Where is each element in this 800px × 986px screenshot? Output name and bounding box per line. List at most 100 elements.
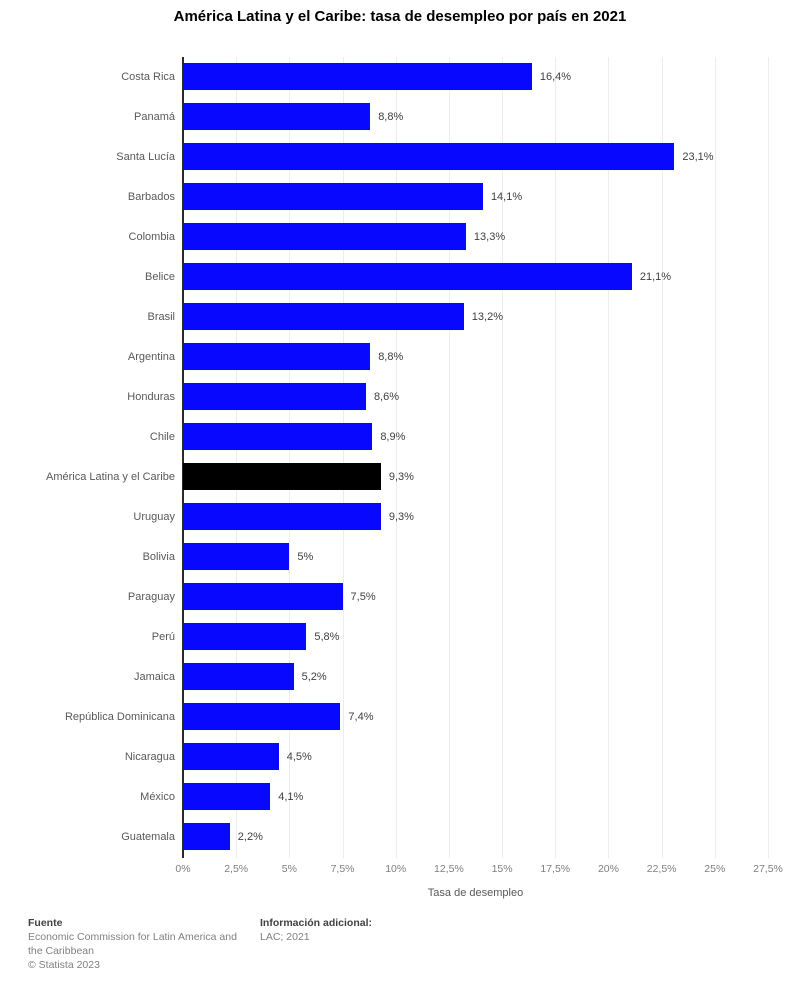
value-label: 2,2% [237,831,263,843]
value-label: 9,3% [388,511,414,523]
value-label: 8,9% [380,431,406,443]
value-label: 4,5% [286,751,312,763]
category-label: México [140,791,175,803]
bar [183,103,371,130]
bar-highlight [183,463,381,490]
category-label: Nicaragua [124,751,175,763]
bar [183,783,271,810]
value-label: 21,1% [639,271,672,283]
value-label: 8,6% [373,391,400,403]
category-label: Argentina [127,351,175,363]
bar [183,343,371,370]
value-label: 7,4% [348,711,374,723]
category-label: Perú [151,631,175,643]
bar-row: Santa Lucía 23,1% [116,137,768,177]
x-tick-label: 17,5% [540,863,571,875]
source-text: Economic Commission for Latin America an… [28,931,237,957]
bar-row: Bolivia 5% [143,537,768,577]
value-label: 13,3% [473,231,506,243]
additional-info-block: Información adicional: LAC; 2021 [260,916,510,944]
gridline [236,57,238,858]
category-label: Uruguay [133,511,175,523]
gridline [448,57,450,858]
category-label: Honduras [127,391,175,403]
gridline [289,57,291,858]
gridline [608,57,610,858]
x-tick-label: 2,5% [224,863,249,875]
bar [183,583,343,610]
bar [183,143,675,170]
x-tick-label: 27,5% [753,863,783,875]
gridline [502,57,504,858]
category-label: Chile [149,431,175,443]
x-tick-label: 10% [385,863,407,875]
bar-row: República Dominicana 7,4% [65,697,768,737]
category-label: Barbados [127,191,175,203]
chart-title: América Latina y el Caribe: tasa de dese… [173,8,627,25]
bar-row: Honduras 8,6% [127,377,768,417]
x-tick-label: 5% [281,863,297,875]
category-label: Jamaica [134,671,175,683]
value-label: 14,1% [490,191,523,203]
bar [183,383,366,410]
x-tick-label: 12,5% [434,863,464,875]
value-label: 5,2% [301,671,327,683]
bar [183,623,307,650]
value-label: 4,1% [278,791,304,803]
gridline [714,57,716,858]
bar-row: Guatemala 2,2% [121,817,768,857]
x-tick-label: 0% [175,863,191,875]
value-label: 13,2% [471,311,503,323]
bar [183,823,230,850]
bar-row: Chile 8,9% [150,417,768,457]
copyright-text: © Statista 2023 [28,959,100,971]
additional-info-text: LAC; 2021 [260,931,310,943]
value-label: 8,8% [378,111,404,123]
value-label: 23,1% [682,151,714,163]
bar [183,743,279,770]
bar-row: Argentina 8,8% [128,337,768,377]
gridline [661,57,663,858]
x-tick-label: 7,5% [330,863,355,875]
bar-row: Perú 5,8% [152,617,768,657]
x-axis-title: Tasa de desempleo [427,887,524,899]
bar [183,543,290,570]
gridline [395,57,397,858]
category-label: Panamá [134,111,175,123]
category-label: Paraguay [127,591,175,603]
source-block: Fuente Economic Commission for Latin Ame… [28,916,248,972]
category-label: Colombia [128,231,175,243]
bar-row: Colombia 13,3% [129,217,768,257]
x-tick-label: 22,5% [646,863,677,875]
bar-row: Nicaragua 4,5% [125,737,768,777]
bar-row: Costa Rica 16,4% [121,57,768,97]
bar [183,263,632,290]
value-label: 9,3% [388,471,414,483]
bar-row: Brasil 13,2% [147,297,768,337]
bar [183,423,373,450]
category-label: República Dominicana [64,711,175,723]
value-label: 8,8% [378,351,404,363]
source-label: Fuente [28,917,63,929]
bar-row: América Latina y el Caribe 9,3% [46,457,768,497]
bar [183,63,532,90]
bar [183,663,294,690]
gridline [555,57,557,858]
bar-row: Belice 21,1% [145,257,768,297]
bar-row: Uruguay 9,3% [133,497,768,537]
bar-row: Panamá 8,8% [134,97,768,137]
gridline [342,57,344,858]
x-tick-label: 20% [597,863,619,875]
bar-row: Barbados 14,1% [128,177,768,217]
category-label: Bolivia [142,551,175,563]
y-axis-line [182,57,184,858]
value-label: 7,5% [350,591,376,603]
additional-info-label: Información adicional: [260,917,373,929]
category-label: Santa Lucía [116,151,175,163]
x-tick-label: 15% [491,863,513,875]
bar-row: Paraguay 7,5% [128,577,768,617]
bar [183,703,341,730]
bar-row: México 4,1% [140,777,768,817]
value-label: 16,4% [539,71,572,83]
